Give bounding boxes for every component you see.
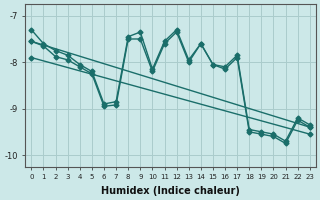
X-axis label: Humidex (Indice chaleur): Humidex (Indice chaleur)	[101, 186, 240, 196]
